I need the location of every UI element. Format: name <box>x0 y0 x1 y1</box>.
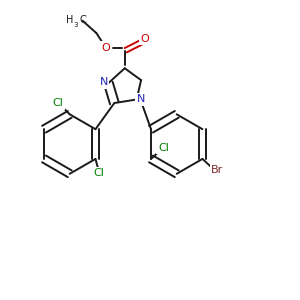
Text: 3: 3 <box>74 22 78 28</box>
Text: O: O <box>102 43 110 53</box>
Text: N: N <box>137 94 145 104</box>
Text: H: H <box>66 14 74 25</box>
Text: O: O <box>141 34 149 44</box>
Text: Br: Br <box>211 165 224 175</box>
Text: C: C <box>80 14 86 25</box>
Text: Cl: Cl <box>93 168 104 178</box>
Text: Cl: Cl <box>52 98 63 108</box>
Text: Cl: Cl <box>158 142 169 153</box>
Text: N: N <box>99 77 108 87</box>
